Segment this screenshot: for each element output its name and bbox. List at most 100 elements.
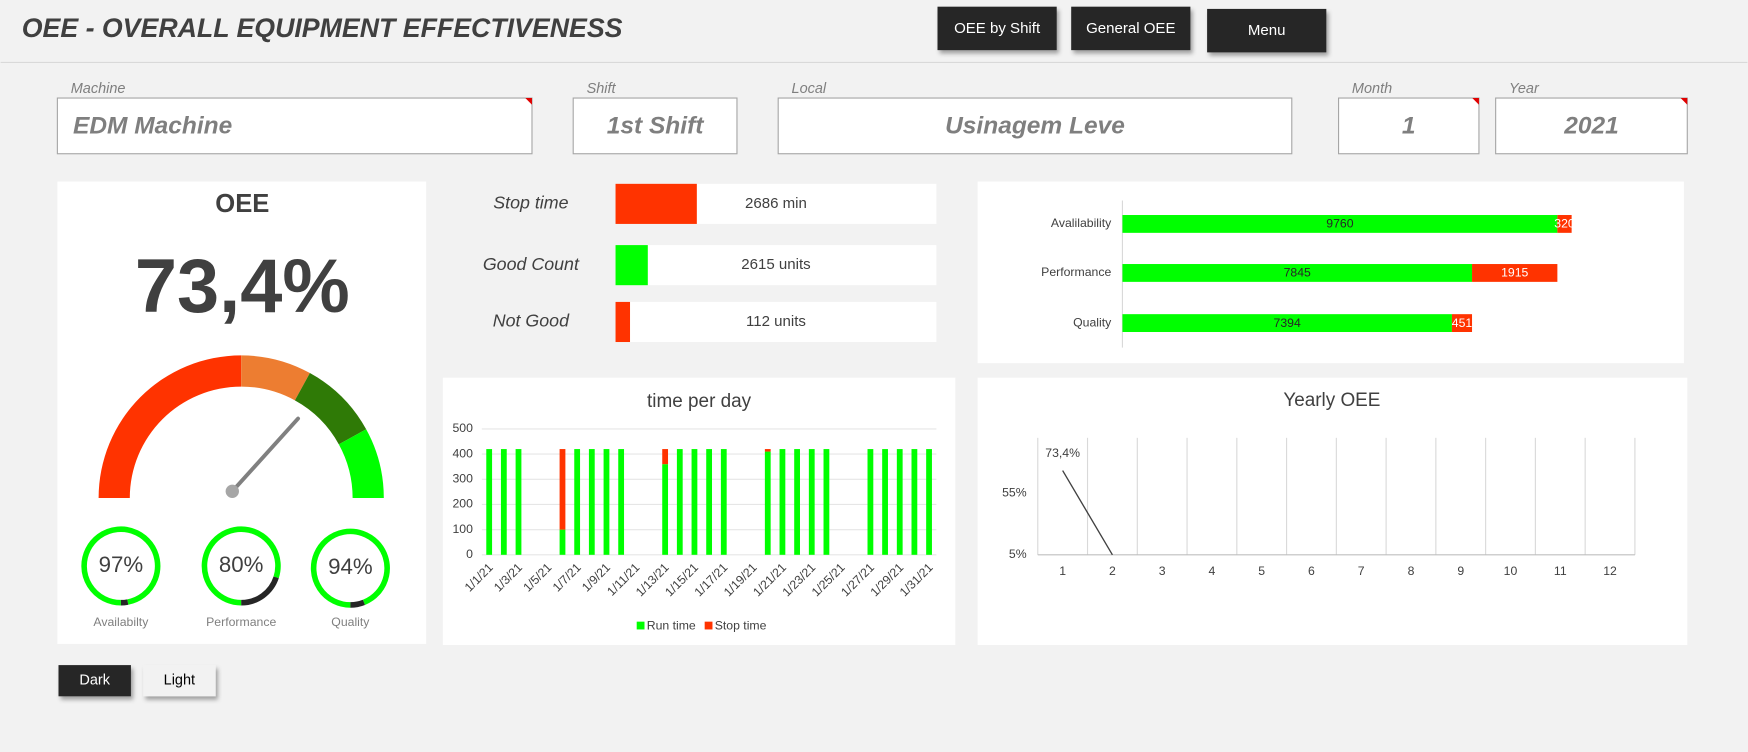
x-tick-label: 6 xyxy=(1308,564,1315,578)
bar-segment xyxy=(882,449,888,555)
bar-segment xyxy=(1122,264,1473,282)
kpi-label: Good Count xyxy=(483,254,580,274)
bar-segment xyxy=(486,449,493,555)
kpi-track xyxy=(615,301,937,343)
gauge-band xyxy=(98,355,242,498)
filter-label: Machine xyxy=(71,81,126,97)
bar-segment xyxy=(1451,314,1473,332)
filter-label: Month xyxy=(1352,81,1392,97)
gauge-band xyxy=(338,429,384,498)
x-tick-label: 1 xyxy=(1059,564,1066,578)
gauge-band xyxy=(241,355,310,401)
legend-label: Stop time xyxy=(715,618,767,632)
oee-title: OEE xyxy=(215,190,269,218)
theme-button[interactable] xyxy=(143,665,216,697)
filter-box[interactable] xyxy=(56,97,533,155)
bar-segment xyxy=(706,449,713,555)
kpi-value: 2615 units xyxy=(741,256,810,273)
x-tick-label: 7 xyxy=(1358,564,1365,578)
bar-segment xyxy=(911,449,918,555)
bar-segment xyxy=(823,449,830,555)
bar-segment xyxy=(720,449,727,555)
theme-button[interactable] xyxy=(58,665,131,697)
bar-segment xyxy=(515,449,522,555)
ring-label: 94% xyxy=(328,554,373,579)
bar-segment xyxy=(1557,215,1572,233)
y-tick-label: 55% xyxy=(1002,485,1027,499)
filter-box[interactable] xyxy=(1338,97,1480,155)
filter-label: Year xyxy=(1509,81,1540,97)
y-tick-label: 300 xyxy=(452,472,473,486)
x-tick-label: 8 xyxy=(1408,564,1415,578)
data-label: 73,4% xyxy=(1045,446,1080,460)
x-tick-label: 3 xyxy=(1159,564,1166,578)
legend-swatch xyxy=(704,621,713,630)
x-tick-label: 4 xyxy=(1209,564,1216,578)
bar-segment xyxy=(574,449,581,555)
gauge-band xyxy=(294,373,367,445)
oee-value: 73,4% xyxy=(135,244,350,329)
category-label: Quality xyxy=(1073,315,1112,329)
ring-label: 80% xyxy=(219,552,264,577)
bar-segment xyxy=(1122,314,1452,332)
yearly-panel xyxy=(977,377,1688,646)
kpi-value: 112 units xyxy=(746,313,806,330)
kpi-bar xyxy=(615,183,697,224)
filter-value[interactable]: Usinagem Leve xyxy=(945,112,1125,139)
ring-value xyxy=(201,526,281,606)
bar-segment xyxy=(794,449,800,555)
ring-rest xyxy=(120,599,129,606)
filter-value[interactable]: EDM Machine xyxy=(73,112,232,139)
bar-label: 9760 xyxy=(1326,217,1353,231)
kpi-bar xyxy=(615,301,631,343)
theme-button-label[interactable]: Dark xyxy=(79,673,110,689)
nav-button-label[interactable]: General OEE xyxy=(1086,20,1175,37)
filter-value[interactable]: 1st Shift xyxy=(607,112,704,139)
category-label: Performance xyxy=(1041,265,1111,279)
y-tick-label: 0 xyxy=(466,547,473,561)
y-tick-label: 400 xyxy=(452,446,473,460)
kpi-label: Not Good xyxy=(493,311,570,331)
bar-segment xyxy=(867,449,874,555)
ring-rest xyxy=(350,599,365,608)
legend-label: Run time xyxy=(647,618,696,632)
ring-name: Performance xyxy=(206,615,276,629)
nav-button[interactable] xyxy=(937,6,1057,51)
bar-segment xyxy=(764,449,771,452)
bar-segment xyxy=(1122,215,1558,233)
ring-value xyxy=(310,528,390,608)
chart-title: time per day xyxy=(647,391,752,412)
bar-segment xyxy=(926,449,932,555)
ring-name: Availabilty xyxy=(93,615,149,629)
filter-value[interactable]: 1 xyxy=(1402,112,1416,139)
nav-button-label[interactable]: Menu xyxy=(1248,22,1286,39)
chart-title: Yearly OEE xyxy=(1283,390,1380,411)
bar-label: 320 xyxy=(1554,217,1575,231)
x-tick-label: 5 xyxy=(1258,564,1265,578)
filter-marker xyxy=(1472,98,1479,105)
x-tick-label: 9 xyxy=(1457,564,1464,578)
kpi-value: 2686 min xyxy=(745,195,807,212)
bar-segment xyxy=(662,449,669,465)
nav-button[interactable] xyxy=(1071,6,1191,51)
theme-button-label[interactable]: Light xyxy=(164,673,195,689)
bar-segment xyxy=(500,449,507,555)
y-tick-label: 200 xyxy=(452,497,473,511)
ring-rest xyxy=(241,576,279,606)
bar-segment xyxy=(603,449,610,555)
page-title: OEE - OVERALL EQUIPMENT EFFECTIVENESS xyxy=(22,13,623,43)
bar-segment xyxy=(691,449,698,555)
filter-box[interactable] xyxy=(1495,97,1688,155)
filter-box[interactable] xyxy=(777,97,1293,155)
filter-value[interactable]: 2021 xyxy=(1563,112,1619,139)
ring-name: Quality xyxy=(331,615,370,629)
x-tick-label: 10 xyxy=(1504,564,1518,578)
y-tick-label: 500 xyxy=(452,421,473,435)
x-tick-label: 11 xyxy=(1554,564,1567,578)
bar-label: 451 xyxy=(1452,316,1473,330)
nav-button[interactable] xyxy=(1207,8,1327,53)
filter-box[interactable] xyxy=(572,97,738,155)
y-tick-label: 100 xyxy=(452,522,473,536)
nav-button-label[interactable]: OEE by Shift xyxy=(954,20,1041,37)
